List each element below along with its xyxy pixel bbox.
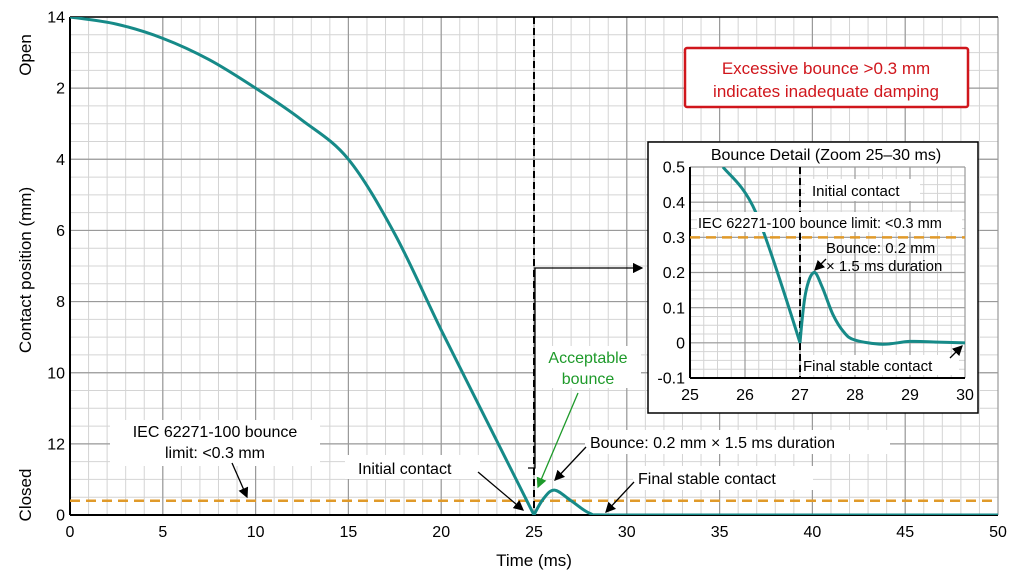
initial-contact-label: Initial contact xyxy=(358,461,452,478)
y-tick-label: -0.1 xyxy=(657,371,685,388)
inset-bounce-label-2: × 1.5 ms duration xyxy=(826,258,942,275)
x-tick-label: 30 xyxy=(956,387,974,404)
x-tick-label: 10 xyxy=(247,524,265,541)
x-tick-label: 26 xyxy=(736,387,754,404)
x-tick-label: 20 xyxy=(432,524,450,541)
label-bg xyxy=(345,455,480,479)
warning-box: Excessive bounce >0.3 mm indicates inade… xyxy=(683,46,970,109)
y-label-closed: Closed xyxy=(16,469,35,522)
label-bg xyxy=(697,212,962,232)
label-bg xyxy=(535,346,641,388)
final-contact-label: Final stable contact xyxy=(638,471,776,488)
label-bg xyxy=(633,466,813,490)
limit-arrow xyxy=(231,462,249,499)
limit-label-2: limit: <0.3 mm xyxy=(165,445,265,462)
acceptable-bounce-label-1: Acceptable xyxy=(548,350,627,367)
inset-initial-contact-label: Initial contact xyxy=(812,183,900,200)
x-tick-label: 15 xyxy=(340,524,358,541)
x-axis-label: Time (ms) xyxy=(496,551,572,570)
x-tick-label: 29 xyxy=(901,387,919,404)
y-tick-label: 0.3 xyxy=(663,230,685,247)
y-tick-label: 12 xyxy=(47,436,65,453)
final-contact-arrow xyxy=(605,481,635,513)
x-tick-label: 30 xyxy=(618,524,636,541)
x-tick-label: 25 xyxy=(525,524,543,541)
label-bg xyxy=(585,430,890,454)
initial-contact-arrow xyxy=(477,471,524,511)
y-tick-label: 14 xyxy=(47,10,65,27)
warning-line-1: Excessive bounce >0.3 mm xyxy=(722,59,930,78)
y-tick-label: 0.2 xyxy=(663,265,685,282)
y-tick-label: 8 xyxy=(56,294,65,311)
label-bg xyxy=(802,355,959,375)
x-tick-label: 45 xyxy=(896,524,914,541)
y-label-open: Open xyxy=(16,34,35,76)
inset-title: Bounce Detail (Zoom 25–30 ms) xyxy=(711,147,941,164)
label-bg xyxy=(805,179,920,201)
x-tick-label: 40 xyxy=(804,524,822,541)
inset-final-contact-label: Final stable contact xyxy=(803,358,933,375)
inset-final-arrow xyxy=(949,345,963,359)
label-bg xyxy=(110,420,320,466)
x-tick-label: 5 xyxy=(158,524,167,541)
inset-limit-label: IEC 62271-100 bounce limit: <0.3 mm xyxy=(698,216,942,232)
y-tick-label: 6 xyxy=(56,223,65,240)
y-tick-label: 0.4 xyxy=(663,195,685,212)
x-tick-label: 35 xyxy=(711,524,729,541)
y-tick-label: 2 xyxy=(56,81,65,98)
x-tick-label: 0 xyxy=(66,524,75,541)
inset-bounce-label-1: Bounce: 0.2 mm xyxy=(826,240,935,257)
limit-label-1: IEC 62271-100 bounce xyxy=(133,424,298,441)
y-tick-label: 0 xyxy=(676,335,685,352)
x-tick-label: 50 xyxy=(989,524,1007,541)
x-tick-label: 25 xyxy=(681,387,699,404)
y-tick-label: 0.1 xyxy=(663,300,685,317)
inset-bounce-arrow xyxy=(814,258,827,271)
annotations: Initial contact Acceptable bounce Bounce… xyxy=(110,262,890,513)
x-tick-label: 27 xyxy=(791,387,809,404)
bounce-label: Bounce: 0.2 mm × 1.5 ms duration xyxy=(590,435,835,452)
acceptable-bounce-arrow xyxy=(536,392,579,489)
warning-line-2: indicates inadequate damping xyxy=(713,82,939,101)
contact-position-curve xyxy=(721,167,965,346)
x-tick-label: 28 xyxy=(846,387,864,404)
acceptable-bounce-label-2: bounce xyxy=(562,371,615,388)
bounce-arrow xyxy=(554,446,587,481)
y-tick-label: 10 xyxy=(47,365,65,382)
contact-position-curve xyxy=(70,17,998,515)
y-axis-label: Contact position (mm) xyxy=(16,187,35,353)
y-tick-label: 0 xyxy=(56,508,65,525)
y-tick-label: 4 xyxy=(56,152,65,169)
y-tick-label: 0.5 xyxy=(663,160,685,177)
zoom-connector-arrow xyxy=(528,262,644,469)
